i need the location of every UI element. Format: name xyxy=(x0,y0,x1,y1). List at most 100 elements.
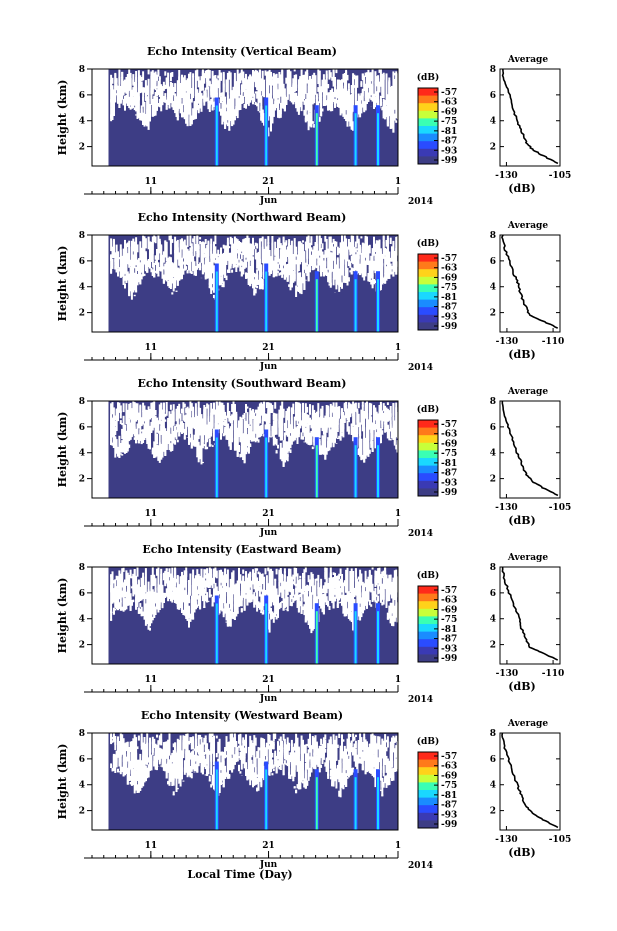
no-echo-patch xyxy=(252,77,254,97)
no-echo-patch xyxy=(271,98,274,124)
no-echo-patch xyxy=(361,581,364,598)
no-echo-patch xyxy=(208,263,211,270)
no-echo-patch xyxy=(151,240,154,262)
no-echo-patch xyxy=(126,253,129,263)
no-echo-patch xyxy=(353,252,356,264)
no-echo-patch xyxy=(168,266,171,286)
no-echo-patch xyxy=(135,579,138,604)
no-echo-patch xyxy=(370,422,373,444)
no-echo-patch xyxy=(143,243,146,263)
panel-title: Echo Intensity (Southward Beam) xyxy=(138,377,347,390)
no-echo-patch xyxy=(286,596,289,612)
no-echo-patch xyxy=(218,70,221,75)
no-echo-patch xyxy=(183,244,186,254)
no-echo-patch xyxy=(285,240,288,246)
no-echo-patch xyxy=(374,588,377,603)
no-echo-patch xyxy=(253,245,256,250)
no-echo-patch xyxy=(156,744,158,757)
no-echo-patch xyxy=(142,402,145,412)
no-echo-patch xyxy=(225,741,228,752)
no-echo-patch xyxy=(285,444,288,459)
no-echo-patch xyxy=(121,767,124,772)
no-echo-patch xyxy=(345,262,348,283)
no-echo-patch xyxy=(338,79,341,91)
no-echo-patch xyxy=(139,271,142,285)
no-echo-patch xyxy=(174,426,177,431)
no-echo-patch xyxy=(240,580,243,601)
no-echo-patch xyxy=(278,237,281,249)
no-echo-patch xyxy=(310,594,313,629)
no-echo-patch xyxy=(325,405,328,424)
no-echo-patch xyxy=(325,100,328,106)
no-echo-patch xyxy=(172,743,175,748)
no-echo-patch xyxy=(379,404,382,411)
no-echo-patch xyxy=(132,430,135,435)
no-echo-patch xyxy=(243,82,246,97)
no-echo-patch xyxy=(318,70,321,86)
no-echo-patch xyxy=(307,598,310,623)
no-echo-patch xyxy=(129,602,132,611)
no-echo-patch xyxy=(264,568,267,575)
year-label: 2014 xyxy=(408,363,433,373)
no-echo-patch xyxy=(345,238,348,251)
no-echo-patch xyxy=(354,241,357,248)
no-echo-patch xyxy=(261,109,264,123)
no-echo-patch xyxy=(128,403,131,419)
no-echo-patch xyxy=(364,440,367,459)
no-echo-patch xyxy=(124,255,126,274)
no-echo-patch xyxy=(164,97,167,102)
no-echo-patch xyxy=(206,446,209,450)
no-echo-patch xyxy=(352,408,355,416)
no-echo-patch xyxy=(254,103,257,105)
no-echo-patch xyxy=(297,594,300,598)
no-echo-patch xyxy=(313,606,316,629)
no-echo-patch xyxy=(318,117,321,122)
no-echo-patch xyxy=(295,246,298,253)
no-echo-patch xyxy=(249,276,252,287)
no-echo-patch xyxy=(169,443,172,452)
no-echo-patch xyxy=(142,410,145,425)
no-echo-patch xyxy=(182,742,185,759)
no-echo-patch xyxy=(133,734,136,761)
no-echo-patch xyxy=(178,584,181,604)
no-echo-patch xyxy=(208,70,211,79)
no-echo-patch xyxy=(183,403,186,408)
no-echo-patch xyxy=(233,585,236,600)
no-echo-patch xyxy=(368,72,371,85)
no-echo-patch xyxy=(356,75,359,88)
colorbar-swatch xyxy=(418,435,438,444)
colorbar-swatch xyxy=(418,450,438,459)
no-echo-patch xyxy=(238,447,240,452)
no-echo-patch xyxy=(167,257,170,265)
no-echo-patch xyxy=(240,71,243,76)
no-echo-patch xyxy=(377,584,380,595)
no-echo-patch xyxy=(218,274,221,286)
no-echo-patch xyxy=(196,455,199,458)
no-echo-patch xyxy=(246,406,249,409)
no-echo-patch xyxy=(124,79,126,93)
no-echo-patch xyxy=(249,74,252,91)
no-echo-patch xyxy=(252,237,254,256)
no-echo-patch xyxy=(151,736,154,753)
no-echo-patch xyxy=(196,746,199,753)
no-echo-patch xyxy=(382,74,385,98)
no-echo-patch xyxy=(297,580,300,593)
no-echo-patch xyxy=(353,587,356,598)
no-echo-patch xyxy=(279,74,282,92)
no-echo-patch xyxy=(136,274,139,286)
no-echo-patch xyxy=(258,87,261,103)
no-echo-patch xyxy=(190,246,193,262)
no-echo-patch xyxy=(165,261,168,270)
y-tick-label: 6 xyxy=(79,589,85,599)
no-echo-patch xyxy=(186,406,189,427)
no-echo-patch xyxy=(288,572,291,592)
colorbar-swatch xyxy=(418,276,438,285)
no-echo-patch xyxy=(168,587,171,599)
no-echo-patch xyxy=(364,582,367,588)
no-echo-patch xyxy=(181,421,183,434)
no-echo-patch xyxy=(228,71,231,80)
no-echo-patch xyxy=(373,595,375,601)
no-echo-patch xyxy=(218,783,221,793)
no-echo-patch xyxy=(139,753,142,783)
no-echo-patch xyxy=(208,779,211,782)
